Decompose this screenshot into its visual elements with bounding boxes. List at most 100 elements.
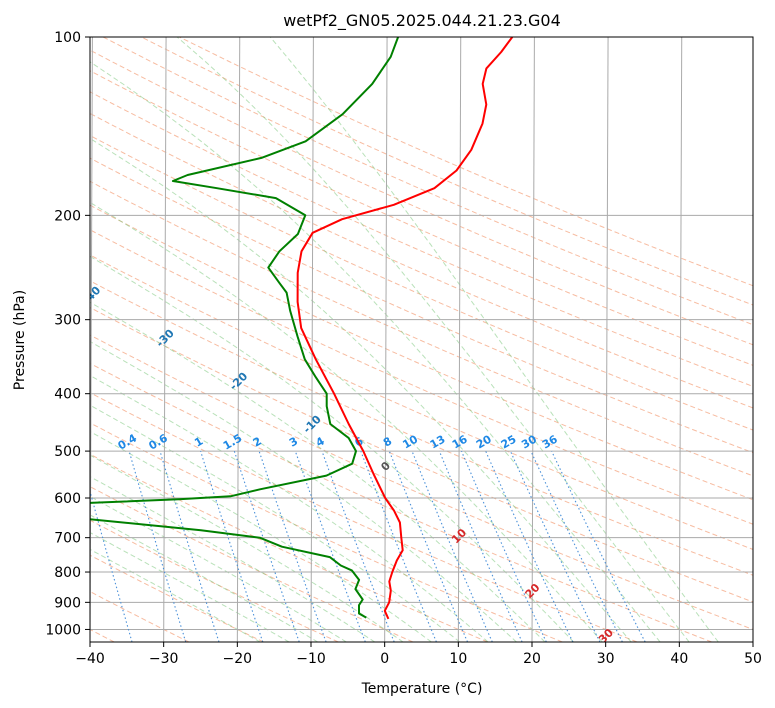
- isotherm-line: [457, 37, 462, 642]
- y-tick-label: 900: [54, 595, 81, 611]
- y-tick-label: 300: [54, 313, 81, 329]
- dry-adiabat: [90, 157, 753, 454]
- profile-lines: [90, 37, 514, 620]
- isotherm-line: [236, 37, 241, 642]
- y-tick-label: 600: [54, 491, 81, 507]
- dry-adiabat: [90, 91, 753, 387]
- chart-title: wetPf2_GN05.2025.044.21.23.G04: [283, 11, 561, 31]
- moist-adiabat: [90, 137, 632, 642]
- moist-adiabat: [90, 255, 574, 642]
- dry-adiabat: [90, 180, 753, 477]
- mixing-ratio-line: [485, 450, 574, 642]
- isotherm-label: -30: [154, 326, 177, 349]
- dry-adiabat: [90, 280, 753, 576]
- mixing-ratio-line: [200, 450, 264, 642]
- mixing-ratio-label: 16: [450, 432, 470, 451]
- isotherm-label: -20: [227, 369, 250, 392]
- x-tick-label: 20: [523, 651, 541, 667]
- x-tick-label: −20: [223, 651, 253, 667]
- mixing-ratio-label: 4: [314, 434, 327, 449]
- x-axis-title: Temperature (°C): [361, 681, 483, 697]
- mixing-ratio-line: [321, 450, 395, 642]
- y-tick-label: 700: [54, 531, 81, 547]
- x-tick-label: 30: [597, 651, 615, 667]
- mixing-ratio-label: 36: [540, 432, 560, 451]
- dry-adiabat: [90, 334, 753, 630]
- isotherm-label: 40: [670, 664, 690, 684]
- dry-adiabat: [90, 204, 753, 501]
- y-tick-label: 1000: [45, 622, 81, 638]
- x-axis: −40 −30 −20 −10 0 10 20 30 40 50: [75, 642, 762, 667]
- moist-adiabat: [90, 430, 432, 642]
- plot-background-lines: [90, 37, 753, 642]
- mixing-ratio-line: [258, 450, 327, 642]
- dry-adiabat: [90, 229, 753, 525]
- dry-adiabat: [90, 422, 563, 642]
- mixing-ratio-line: [128, 450, 187, 642]
- mixing-ratio-label: 13: [428, 433, 448, 452]
- dry-adiabat: [90, 590, 190, 642]
- mixing-ratio-label: 0.4: [116, 431, 140, 452]
- x-tick-label: −10: [296, 651, 326, 667]
- mixing-ratio-line: [411, 450, 493, 642]
- moist-adiabat: [90, 201, 603, 642]
- x-tick-label: −30: [149, 651, 179, 667]
- dry-adiabat: [90, 486, 414, 642]
- mixing-ratio-line: [551, 450, 646, 642]
- mixing-ratio-labels: 0.4 0.6 1 1.5 2 3 4 6 8 10 13 16 20 25 30 36: [116, 431, 560, 452]
- moist-adiabat: [90, 404, 461, 642]
- x-tick-label: 50: [744, 651, 762, 667]
- moist-adiabat: [90, 454, 404, 642]
- isotherm-line: [163, 37, 167, 642]
- moist-adiabat: [90, 374, 489, 642]
- plot-frame: [89, 36, 754, 643]
- mixing-ratio-line: [438, 450, 523, 642]
- dry-adiabat: [90, 70, 753, 366]
- dry-adiabat: [90, 392, 638, 642]
- moist-adiabat: [90, 548, 261, 642]
- mixing-ratio-line: [159, 450, 220, 642]
- mixing-ratio-line: [509, 450, 601, 642]
- dry-adiabat: [102, 37, 753, 326]
- mixing-ratio-line: [90, 489, 133, 642]
- moist-adiabat: [90, 301, 546, 642]
- y-axis: 100 200 300 400 500 600 700 800 900 1000: [45, 30, 90, 638]
- y-axis-title: Pressure (hPa): [12, 290, 28, 390]
- y-tick-label: 400: [54, 387, 81, 403]
- moist-adiabat: [90, 514, 319, 642]
- mixing-ratio-label: 1.5: [221, 432, 244, 453]
- moist-adiabat: [176, 37, 690, 642]
- isotherm-line: [310, 37, 314, 642]
- mixing-ratio-label: 30: [519, 432, 539, 451]
- dry-adiabat: [90, 134, 753, 431]
- mixing-ratio-label: 2: [251, 435, 264, 450]
- moist-adiabat: [90, 531, 290, 642]
- x-tick-label: 10: [449, 651, 467, 667]
- isotherm-line: [384, 37, 388, 642]
- temperature-line: [296, 37, 514, 620]
- moist-adiabat: [90, 495, 347, 642]
- mixing-ratio-label: 3: [287, 435, 300, 450]
- mixing-ratio-line: [360, 450, 437, 642]
- dry-adiabat: [90, 362, 712, 642]
- x-tick-label: 0: [380, 651, 389, 667]
- mixing-ratio-line: [388, 450, 469, 642]
- dewpoint-line: [90, 37, 400, 619]
- mixing-ratio-label: 0.6: [147, 431, 171, 452]
- dry-adiabat: [90, 254, 753, 550]
- mixing-ratio-label: 8: [381, 435, 394, 450]
- y-tick-label: 100: [54, 30, 81, 46]
- y-tick-label: 200: [54, 208, 81, 224]
- isotherm-label: -50: [7, 240, 30, 263]
- mixing-ratio-label: 10: [400, 432, 420, 451]
- mixing-ratio-label: 1: [192, 435, 205, 450]
- moist-adiabat: [90, 61, 661, 642]
- isotherm-label: 10: [449, 526, 469, 546]
- isotherm-label: -10: [301, 412, 324, 435]
- mixing-ratio-line: [294, 450, 366, 642]
- y-tick-label: 800: [54, 565, 81, 581]
- mixing-ratio-line: [460, 450, 547, 642]
- x-tick-label: 40: [670, 651, 688, 667]
